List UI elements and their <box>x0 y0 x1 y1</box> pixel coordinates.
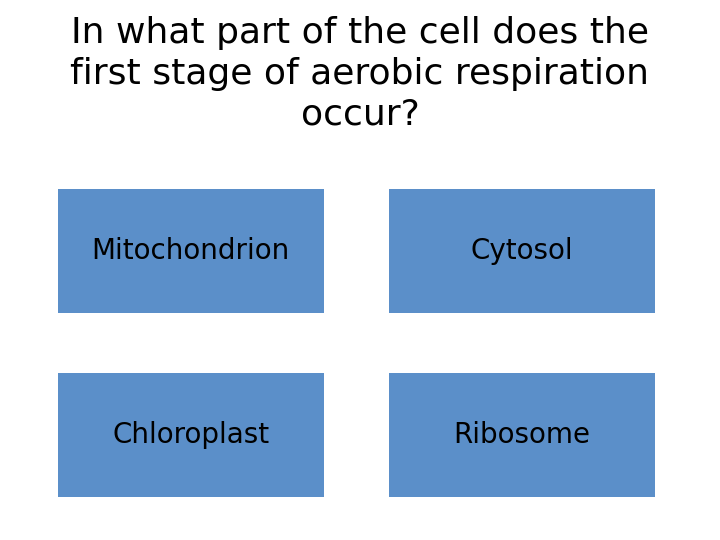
Text: Cytosol: Cytosol <box>471 237 573 265</box>
FancyBboxPatch shape <box>58 373 324 497</box>
Text: In what part of the cell does the
first stage of aerobic respiration
occur?: In what part of the cell does the first … <box>71 16 649 132</box>
Text: Ribosome: Ribosome <box>454 421 590 449</box>
FancyBboxPatch shape <box>58 189 324 313</box>
FancyBboxPatch shape <box>389 189 655 313</box>
FancyBboxPatch shape <box>389 373 655 497</box>
Text: Chloroplast: Chloroplast <box>112 421 269 449</box>
Text: Mitochondrion: Mitochondrion <box>91 237 290 265</box>
